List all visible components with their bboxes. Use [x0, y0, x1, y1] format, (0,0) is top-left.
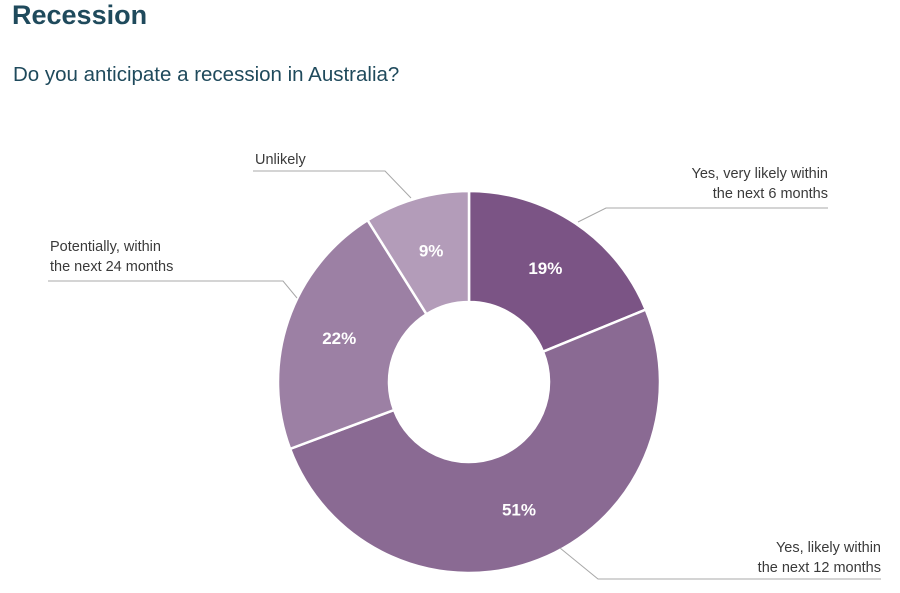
donut-slice: [467, 189, 648, 354]
slice-value-label: 19%: [528, 259, 562, 278]
slice-category-label: Potentially, within: [50, 239, 161, 255]
chart-question: Do you anticipate a recession in Austral…: [13, 63, 400, 86]
slice-value-label: 9%: [419, 241, 444, 260]
slice-category-label: Unlikely: [255, 152, 307, 168]
donut-slice: [365, 189, 471, 316]
slice-category-label: Yes, very likely within: [692, 166, 828, 182]
donut-slice: [288, 307, 662, 575]
donut-slice: [276, 218, 429, 451]
slice-category-label: the next 12 months: [758, 560, 881, 576]
slice-value-label: 51%: [502, 501, 536, 520]
callout-leader-line: [253, 170, 412, 199]
slice-category-label: the next 24 months: [50, 259, 173, 275]
page-title: Recession: [12, 0, 148, 30]
callout-leader-line: [48, 280, 298, 299]
slice-category-label: Yes, likely within: [776, 540, 881, 556]
slice-category-label: the next 6 months: [713, 186, 828, 202]
callout-leader-line: [559, 547, 881, 580]
slice-value-label: 22%: [322, 329, 356, 348]
callout-leader-line: [577, 207, 828, 223]
